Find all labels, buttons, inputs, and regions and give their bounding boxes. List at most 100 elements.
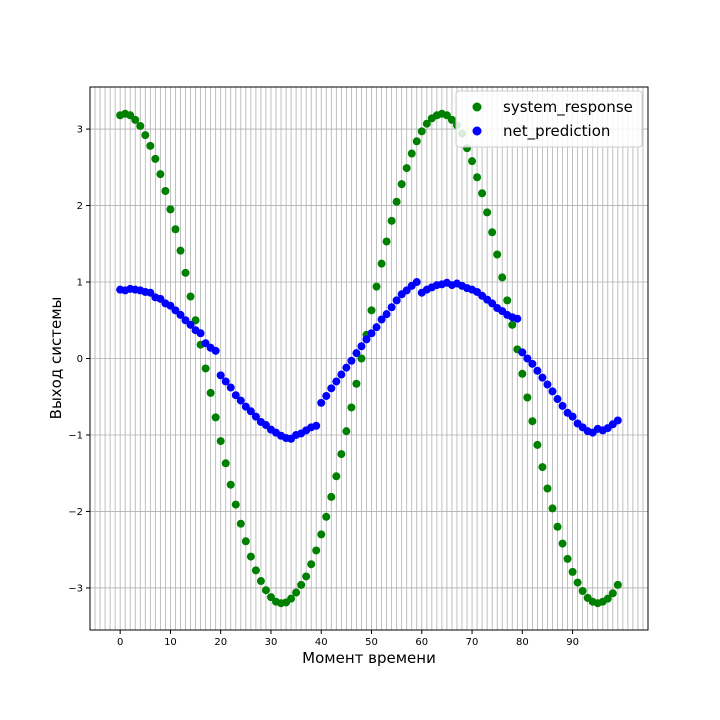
data-point-system-response [131,115,140,124]
data-point-net-prediction [357,342,366,351]
x-tick-label: 60 [415,637,428,648]
data-point-system-response [523,393,532,402]
data-point-system-response [488,228,497,237]
data-point-net-prediction [613,416,622,425]
data-point-net-prediction [332,377,341,386]
legend: system_response net_prediction [455,90,643,148]
x-axis-label: Момент времени [302,649,436,667]
data-point-system-response [327,492,336,501]
data-point-net-prediction [196,329,205,338]
data-point-system-response [548,504,557,513]
data-point-net-prediction [221,377,230,386]
data-point-net-prediction [513,314,522,323]
data-point-system-response [412,137,421,146]
x-tick-label: 70 [466,637,479,648]
data-point-net-prediction [412,278,421,287]
data-point-system-response [367,306,376,315]
axis-ticks: 0 10 20 30 40 50 60 70 80 90 −3 −2 −1 0 1 2 3 [68,125,579,648]
data-point-net-prediction [392,296,401,305]
data-point-system-response [206,388,215,397]
data-point-system-response [543,484,552,493]
data-point-system-response [447,115,456,124]
data-point-net-prediction [523,354,532,363]
legend-box [455,90,643,148]
data-point-system-response [498,273,507,282]
data-point-net-prediction [312,421,321,430]
data-point-system-response [201,364,210,373]
data-point-net-prediction [317,398,326,407]
legend-label-system-response: system_response [503,98,633,117]
data-point-net-prediction [337,370,346,379]
x-tick-label: 80 [516,637,529,648]
data-point-net-prediction [186,320,195,329]
data-point-net-prediction [362,335,371,344]
data-point-system-response [603,594,612,603]
x-tick-label: 10 [164,637,177,648]
data-point-system-response [563,554,572,563]
data-point-system-response [236,519,245,528]
data-point-net-prediction [372,323,381,332]
data-point-system-response [176,246,185,255]
data-point-system-response [231,500,240,509]
data-point-system-response [473,173,482,182]
data-point-system-response [141,131,150,140]
data-point-system-response [161,187,170,196]
data-point-system-response [422,119,431,128]
data-point-system-response [166,205,175,214]
data-point-system-response [377,259,386,268]
x-tick-label: 50 [365,637,378,648]
data-points [116,109,622,608]
data-point-net-prediction [322,391,331,400]
data-point-net-prediction [553,395,562,404]
data-point-system-response [297,580,306,589]
data-point-system-response [528,417,537,426]
data-point-system-response [292,588,301,597]
y-axis-label: Выход системы [47,297,65,420]
data-point-net-prediction [236,396,245,405]
data-point-system-response [372,282,381,291]
data-point-net-prediction [347,356,356,365]
data-point-system-response [533,440,542,449]
data-point-net-prediction [543,380,552,389]
data-point-net-prediction [216,371,225,380]
data-point-system-response [136,122,145,131]
data-point-system-response [226,480,235,489]
y-tick-label: −3 [68,583,83,594]
data-point-net-prediction [538,373,547,382]
data-point-system-response [493,250,502,259]
data-point-system-response [382,237,391,246]
y-tick-label: 2 [77,201,83,212]
data-point-system-response [578,586,587,595]
x-tick-label: 0 [117,637,123,648]
data-point-system-response [387,216,396,225]
data-point-system-response [538,463,547,472]
y-tick-label: 0 [77,354,83,365]
data-point-system-response [246,552,255,561]
data-point-system-response [322,512,331,521]
data-point-net-prediction [548,387,557,396]
x-tick-label: 90 [566,637,579,648]
data-point-system-response [302,572,311,581]
data-point-system-response [287,594,296,603]
data-point-system-response [256,577,265,586]
y-tick-label: 3 [77,125,83,136]
data-point-net-prediction [377,315,386,324]
data-point-system-response [342,427,351,436]
data-point-system-response [417,127,426,136]
data-point-system-response [568,567,577,576]
x-tick-label: 20 [214,637,227,648]
data-point-system-response [407,149,416,158]
x-tick-label: 30 [265,637,278,648]
data-point-system-response [402,164,411,173]
data-point-system-response [171,225,180,234]
data-point-net-prediction [342,363,351,372]
data-point-net-prediction [231,391,240,400]
data-point-net-prediction [352,349,361,358]
data-point-system-response [503,296,512,305]
y-tick-label: −2 [68,507,83,518]
data-point-net-prediction [382,310,391,319]
data-point-system-response [518,369,527,378]
data-point-net-prediction [533,366,542,375]
data-point-system-response [468,157,477,166]
y-tick-label: 1 [77,278,83,289]
